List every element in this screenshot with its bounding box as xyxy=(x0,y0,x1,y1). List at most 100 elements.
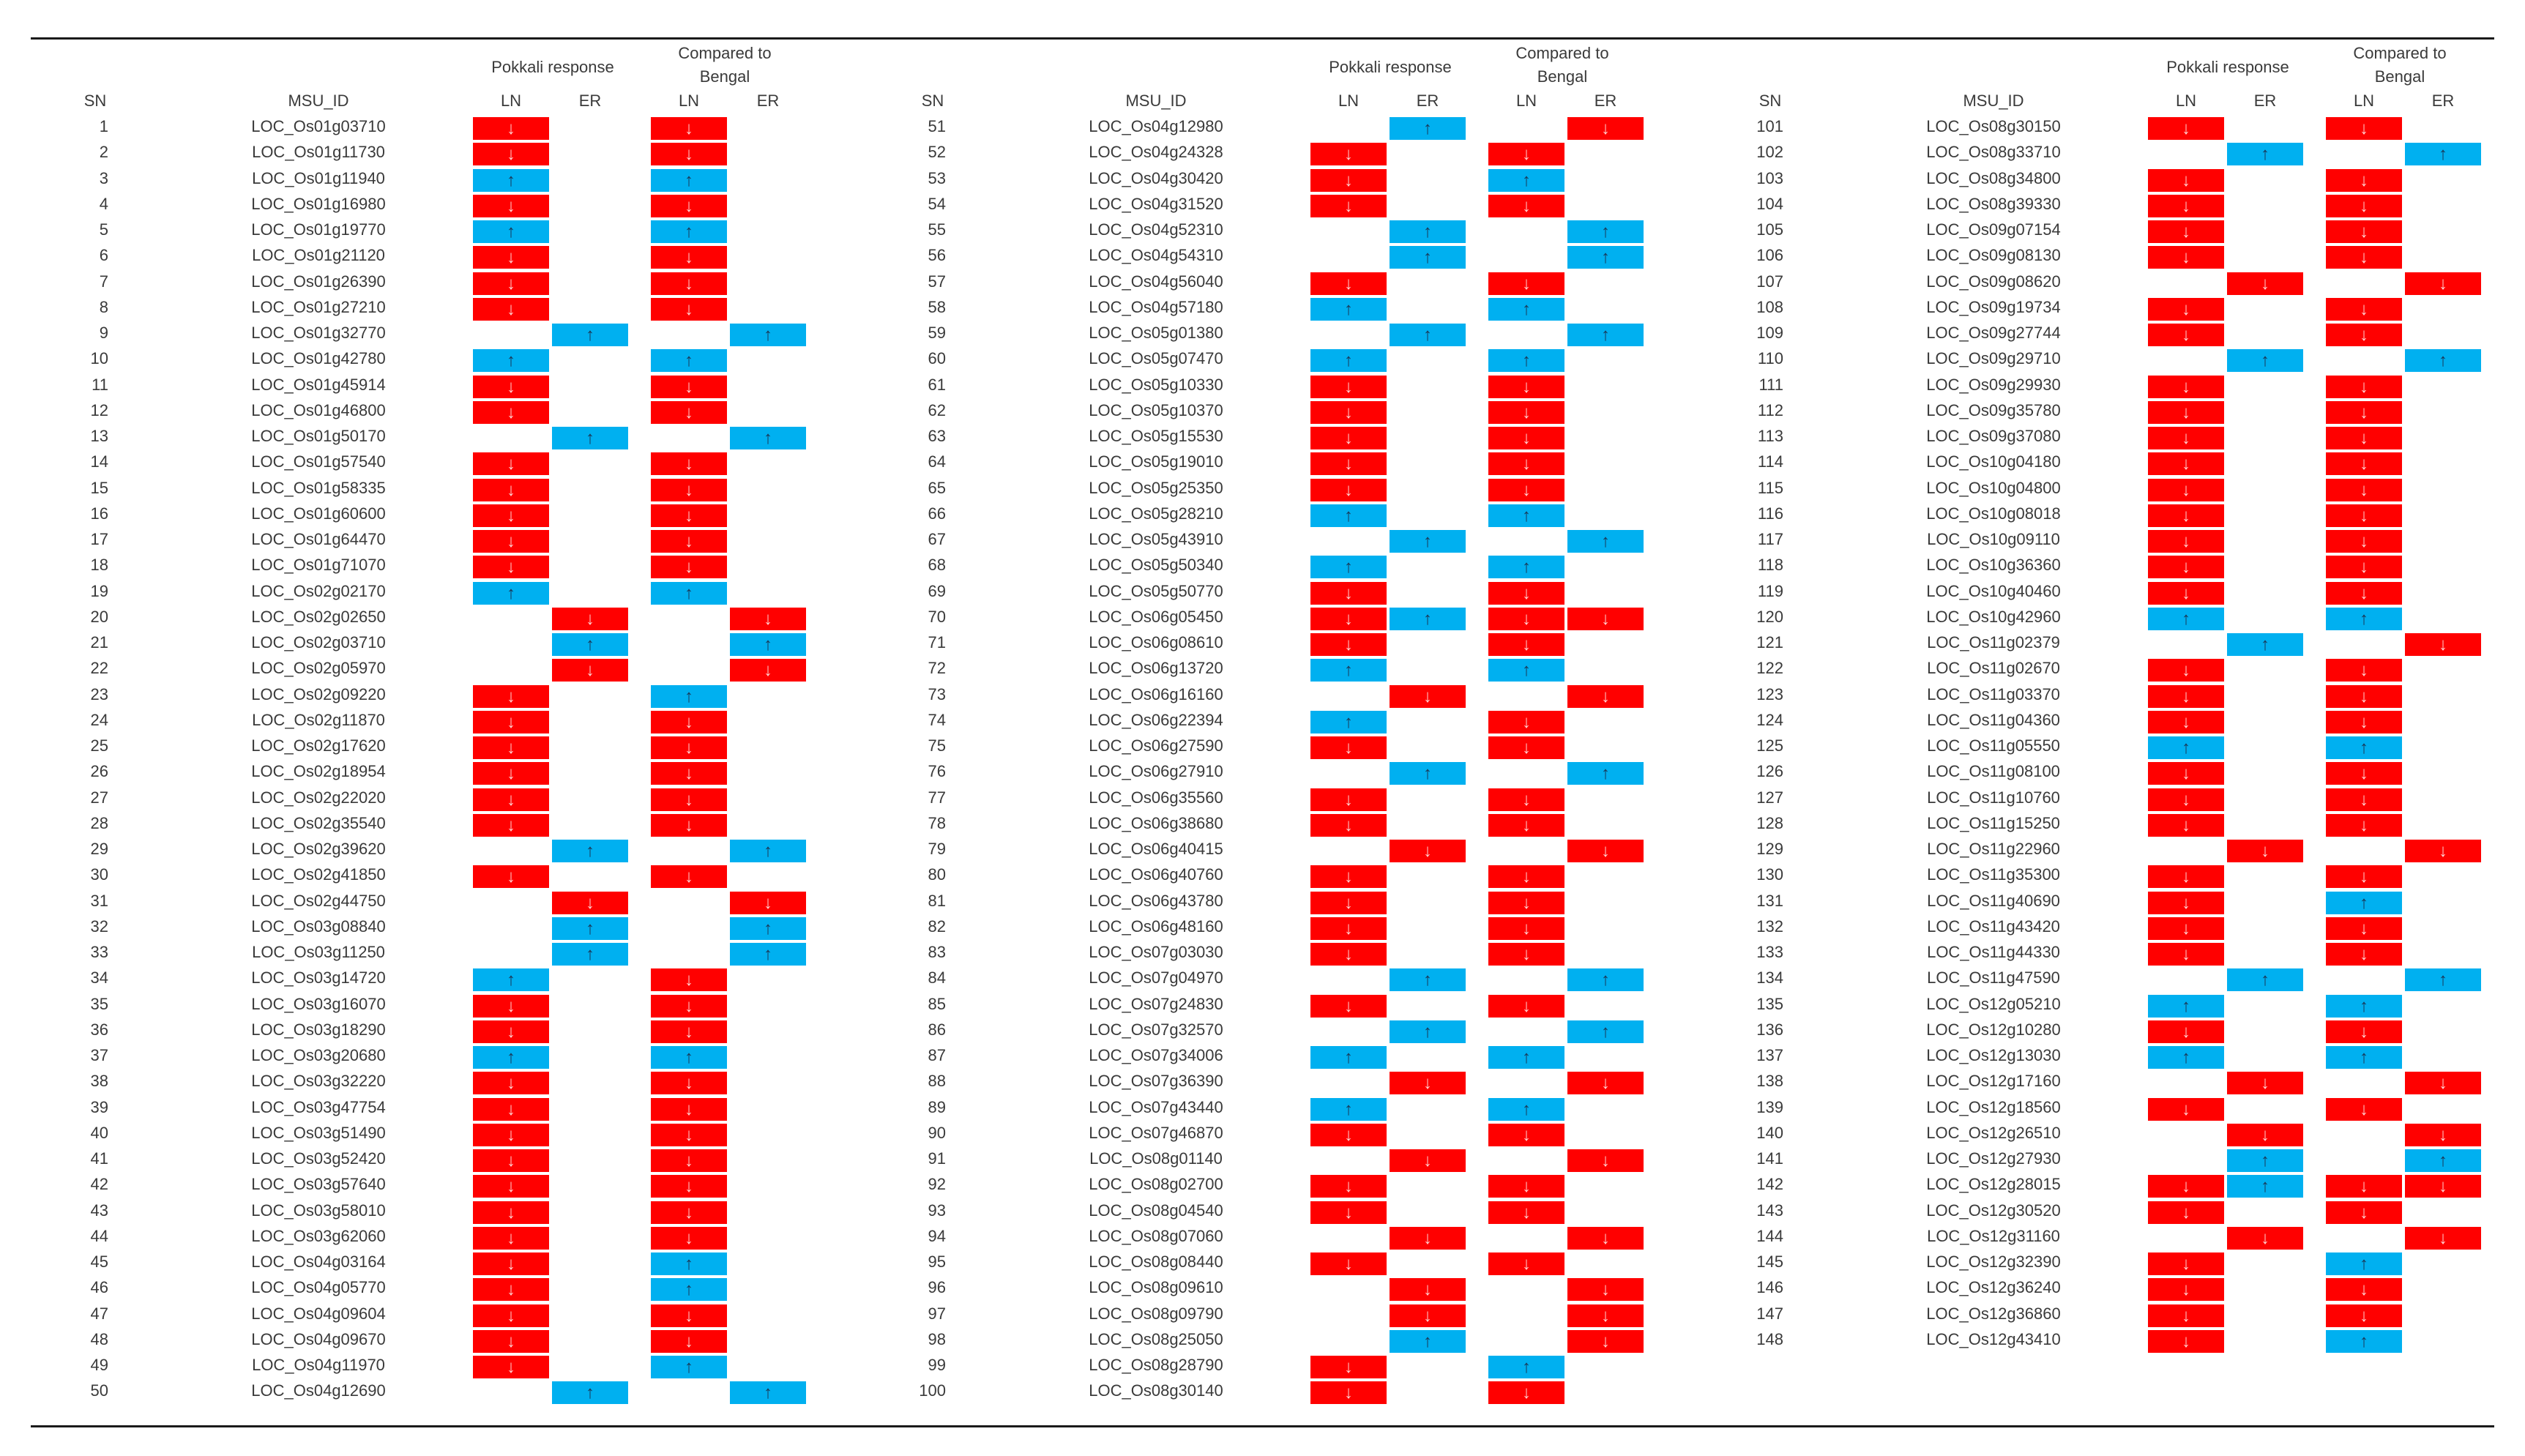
cell-pokkali-ln-up: ↑ xyxy=(473,1046,549,1069)
row-sn: 2 xyxy=(99,143,108,162)
row-msu-id: LOC_Os12g26510 xyxy=(1926,1123,2061,1142)
cell-compared-er-down: ↓ xyxy=(1567,840,1644,862)
row-msu-id: LOC_Os11g02379 xyxy=(1927,633,2060,652)
row-msu-id: LOC_Os04g03164 xyxy=(251,1252,386,1271)
row-msu-id: LOC_Os06g27910 xyxy=(1089,762,1223,781)
header-compared-to: Compared to xyxy=(1515,44,1609,62)
row-sn: 21 xyxy=(90,633,108,652)
cell-compared-er-down: ↓ xyxy=(2405,1226,2481,1250)
row-sn: 73 xyxy=(928,684,946,703)
header-compared-er: ER xyxy=(2431,92,2455,110)
cell-pokkali-er-up: ↑ xyxy=(2227,968,2303,992)
cell-compared-ln-down: ↓ xyxy=(651,504,727,527)
row-sn: 122 xyxy=(1756,659,1783,678)
cell-compared-ln-down: ↓ xyxy=(651,1072,727,1095)
cell-compared-er-up: ↑ xyxy=(1567,762,1644,785)
row-msu-id: LOC_Os07g34006 xyxy=(1089,1046,1223,1064)
row-sn: 20 xyxy=(90,607,108,626)
cell-compared-ln-down: ↓ xyxy=(651,1123,727,1146)
cell-compared-ln-down: ↓ xyxy=(651,1020,727,1043)
cell-pokkali-er-up: ↑ xyxy=(552,633,628,656)
cell-pokkali-ln-down: ↓ xyxy=(2148,246,2224,269)
row-msu-id: LOC_Os07g24830 xyxy=(1089,994,1223,1013)
row-msu-id: LOC_Os01g60600 xyxy=(251,504,386,523)
cell-compared-ln-up: ↑ xyxy=(651,581,727,605)
cell-compared-er-up: ↑ xyxy=(1567,324,1644,346)
cell-compared-ln-down: ↓ xyxy=(1488,865,1564,889)
cell-compared-ln-down: ↓ xyxy=(2326,375,2402,398)
cell-pokkali-er-down: ↓ xyxy=(1390,1304,1466,1327)
row-sn: 137 xyxy=(1756,1046,1783,1064)
cell-compared-er-down: ↓ xyxy=(1567,607,1644,630)
cell-compared-ln-up: ↑ xyxy=(2326,1046,2402,1069)
row-sn: 52 xyxy=(928,143,946,162)
row-msu-id: LOC_Os12g18560 xyxy=(1926,1097,2061,1116)
row-msu-id: LOC_Os07g04970 xyxy=(1089,968,1223,988)
row-sn: 115 xyxy=(1757,478,1783,497)
cell-pokkali-er-up: ↑ xyxy=(2227,1175,2303,1198)
cell-pokkali-ln-down: ↓ xyxy=(473,1149,549,1172)
row-sn: 88 xyxy=(928,1072,946,1091)
row-msu-id: LOC_Os02g02170 xyxy=(251,581,386,600)
row-sn: 83 xyxy=(928,943,946,961)
row-sn: 48 xyxy=(90,1329,108,1348)
cell-compared-ln-down: ↓ xyxy=(651,297,727,321)
row-msu-id: LOC_Os08g09790 xyxy=(1089,1304,1223,1323)
cell-compared-ln-down: ↓ xyxy=(651,556,727,579)
row-sn: 54 xyxy=(928,194,946,213)
row-sn: 132 xyxy=(1756,916,1783,936)
cell-compared-ln-down: ↓ xyxy=(1488,1381,1564,1405)
row-msu-id: LOC_Os11g10760 xyxy=(1927,788,2060,807)
cell-pokkali-ln-down: ↓ xyxy=(1310,427,1387,449)
cell-pokkali-er-up: ↑ xyxy=(552,916,628,940)
row-msu-id: LOC_Os04g11970 xyxy=(252,1356,385,1374)
cell-compared-ln-up: ↑ xyxy=(1488,1097,1564,1121)
cell-pokkali-er-up: ↑ xyxy=(2227,143,2303,166)
row-msu-id: LOC_Os11g43420 xyxy=(1927,916,2060,936)
cell-compared-ln-down: ↓ xyxy=(1488,891,1564,914)
cell-pokkali-ln-down: ↓ xyxy=(1310,1252,1387,1275)
row-sn: 58 xyxy=(928,297,946,316)
row-msu-id: LOC_Os06g35560 xyxy=(1089,788,1223,807)
row-msu-id: LOC_Os04g09604 xyxy=(251,1304,386,1323)
row-sn: 95 xyxy=(928,1252,946,1271)
cell-compared-ln-down: ↓ xyxy=(2326,1020,2402,1043)
row-msu-id: LOC_Os02g18954 xyxy=(251,762,386,781)
cell-compared-ln-down: ↓ xyxy=(2326,1201,2402,1224)
cell-pokkali-ln-down: ↓ xyxy=(1310,375,1387,398)
header-compared-to: Compared to xyxy=(678,44,772,62)
row-sn: 129 xyxy=(1756,840,1783,858)
header-bengal: Bengal xyxy=(2374,67,2425,86)
row-msu-id: LOC_Os11g15250 xyxy=(1927,813,2060,832)
cell-compared-er-down: ↓ xyxy=(1567,684,1644,708)
cell-compared-er-up: ↑ xyxy=(1567,1020,1644,1043)
row-sn: 6 xyxy=(99,246,108,265)
row-sn: 55 xyxy=(928,220,946,239)
cell-pokkali-ln-down: ↓ xyxy=(1310,943,1387,966)
cell-pokkali-ln-down: ↓ xyxy=(1310,194,1387,217)
row-sn: 121 xyxy=(1756,633,1783,652)
row-msu-id: LOC_Os01g03710 xyxy=(251,117,386,135)
row-sn: 93 xyxy=(928,1201,946,1220)
row-sn: 85 xyxy=(928,994,946,1013)
cell-compared-ln-down: ↓ xyxy=(1488,1201,1564,1224)
cell-compared-ln-down: ↓ xyxy=(651,194,727,217)
row-sn: 100 xyxy=(919,1381,946,1400)
row-sn: 72 xyxy=(928,659,946,678)
cell-pokkali-ln-down: ↓ xyxy=(473,504,549,527)
cell-compared-ln-down: ↓ xyxy=(1488,736,1564,759)
row-sn: 141 xyxy=(1756,1149,1783,1168)
cell-compared-ln-down: ↓ xyxy=(1488,788,1564,811)
cell-compared-er-up: ↑ xyxy=(730,427,806,449)
cell-pokkali-ln-down: ↓ xyxy=(473,530,549,553)
row-msu-id: LOC_Os03g08840 xyxy=(251,916,386,936)
cell-pokkali-er-down: ↓ xyxy=(552,607,628,630)
cell-compared-ln-up: ↑ xyxy=(2326,1329,2402,1353)
cell-pokkali-ln-down: ↓ xyxy=(1310,865,1387,889)
row-msu-id: LOC_Os11g22960 xyxy=(1927,840,2060,858)
cell-compared-ln-down: ↓ xyxy=(2326,916,2402,940)
row-sn: 124 xyxy=(1756,710,1783,729)
cell-pokkali-ln-up: ↑ xyxy=(473,968,549,992)
cell-compared-ln-up: ↑ xyxy=(2326,1252,2402,1275)
row-sn: 113 xyxy=(1757,427,1783,445)
